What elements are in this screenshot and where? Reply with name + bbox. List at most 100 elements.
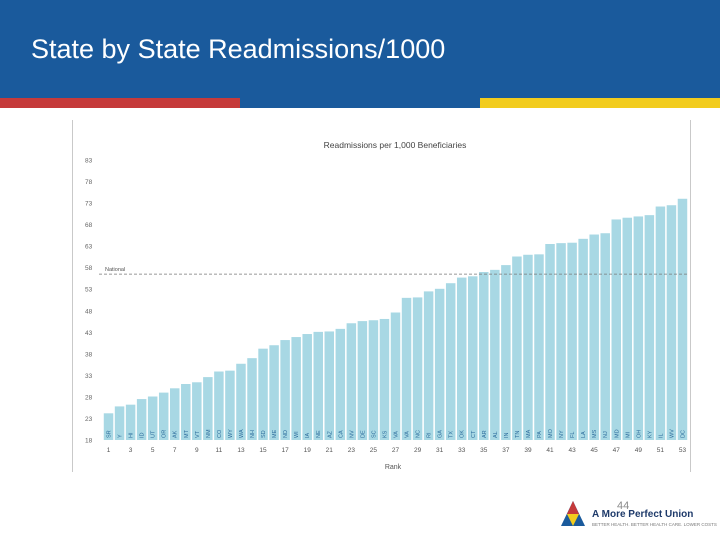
- bar: [225, 370, 235, 440]
- bar-category-label: SC: [371, 430, 377, 438]
- bar-category-label: Y: [118, 434, 124, 438]
- x-tick-label: 47: [613, 447, 621, 454]
- bar-category-label: MT: [184, 429, 190, 438]
- bar-category-label: CO: [217, 429, 223, 438]
- x-tick-label: 17: [282, 447, 290, 454]
- bar-category-label: KS: [382, 430, 388, 438]
- bar: [269, 345, 279, 440]
- bar-category-label: NC: [416, 430, 422, 438]
- y-tick-label: 23: [85, 416, 93, 423]
- bar-category-label: NJ: [603, 431, 609, 438]
- bar: [203, 377, 213, 440]
- yellow-stripe: [480, 98, 720, 108]
- bar: [302, 334, 312, 440]
- y-tick-label: 28: [85, 394, 93, 401]
- y-tick-label: 73: [85, 201, 93, 208]
- bar-category-label: OH: [636, 430, 642, 438]
- bar: [556, 243, 566, 440]
- bar-category-label: AZ: [327, 430, 333, 438]
- bar-category-label: OR: [162, 430, 168, 438]
- bar: [258, 348, 268, 440]
- bar: [158, 392, 169, 440]
- bar-category-label: NH: [250, 430, 256, 438]
- bar: [611, 219, 622, 440]
- bar-category-label: GA: [438, 430, 444, 438]
- bar: [567, 242, 577, 440]
- bar-category-label: MS: [592, 429, 598, 438]
- bar-category-label: TX: [449, 431, 455, 438]
- bar: [169, 388, 180, 440]
- bar-category-label: WA: [239, 429, 245, 438]
- bar-category-label: AK: [173, 430, 179, 438]
- x-tick-label: 53: [679, 447, 687, 454]
- x-tick-label: 39: [524, 447, 532, 454]
- bar: [600, 233, 610, 440]
- bar: [247, 358, 257, 440]
- bar: [512, 256, 522, 440]
- x-tick-label: 29: [414, 447, 422, 454]
- bar: [633, 216, 644, 440]
- bar: [280, 340, 290, 440]
- x-tick-label: 45: [591, 447, 599, 454]
- bar-category-label: MA: [526, 429, 532, 438]
- bar-category-label: ND: [283, 430, 289, 438]
- x-tick-label: 11: [216, 447, 223, 454]
- y-tick-label: 43: [85, 330, 93, 337]
- x-tick-label: 3: [129, 447, 133, 454]
- bar: [357, 321, 368, 440]
- bar-category-label: WV: [669, 429, 675, 438]
- bar: [589, 234, 599, 440]
- bar: [412, 297, 423, 440]
- bar-category-label: IN: [504, 432, 510, 438]
- y-tick-label: 53: [85, 287, 93, 294]
- bar: [490, 269, 500, 440]
- bar: [335, 328, 346, 440]
- x-tick-label: 37: [502, 447, 510, 454]
- bar-category-label: NY: [559, 430, 565, 438]
- bar-category-label: IA: [305, 432, 311, 438]
- chart-title: Readmissions per 1,000 Beneficiaries: [324, 140, 467, 150]
- bar: [545, 244, 555, 440]
- bar: [192, 382, 202, 440]
- bar-category-label: AL: [493, 431, 499, 438]
- bar-category-label: DE: [360, 430, 366, 438]
- bar: [468, 276, 478, 440]
- bar-category-label: VA: [405, 431, 411, 438]
- bar: [181, 384, 191, 440]
- y-tick-label: 63: [85, 244, 93, 251]
- page-number: 44: [617, 500, 630, 512]
- bar-category-label: MI: [625, 431, 631, 438]
- bar: [379, 318, 390, 440]
- y-tick-label: 18: [85, 438, 93, 445]
- x-tick-label: 9: [195, 447, 199, 454]
- bar-category-label: KY: [647, 430, 653, 438]
- bar: [291, 337, 301, 440]
- x-tick-label: 51: [657, 447, 665, 454]
- bar: [346, 323, 357, 440]
- slide-header: State by State Readmissions/1000: [0, 0, 720, 98]
- bar-category-label: VA: [394, 431, 400, 438]
- bar: [125, 404, 136, 440]
- x-tick-label: 15: [259, 447, 267, 454]
- y-tick-label: 78: [85, 179, 93, 186]
- bar-category-label: SD: [261, 430, 267, 438]
- bar-category-label: FL: [570, 432, 576, 438]
- bar-category-label: MO: [548, 428, 554, 438]
- bar: [390, 312, 401, 440]
- y-tick-label: 58: [85, 265, 93, 272]
- x-tick-label: 1: [107, 447, 111, 454]
- bar: [644, 215, 655, 440]
- bar-category-label: MD: [614, 429, 620, 438]
- bar-category-label: NM: [206, 429, 212, 438]
- x-tick-label: 27: [392, 447, 400, 454]
- bar: [677, 198, 688, 440]
- bar: [313, 331, 323, 440]
- y-tick-label: 83: [85, 158, 93, 165]
- x-tick-label: 33: [458, 447, 466, 454]
- logo-name: A More Perfect Union: [592, 509, 694, 520]
- bar-category-label: WI: [294, 431, 300, 438]
- bar-category-label: WY: [228, 429, 234, 438]
- x-tick-label: 25: [370, 447, 378, 454]
- bar: [103, 413, 114, 440]
